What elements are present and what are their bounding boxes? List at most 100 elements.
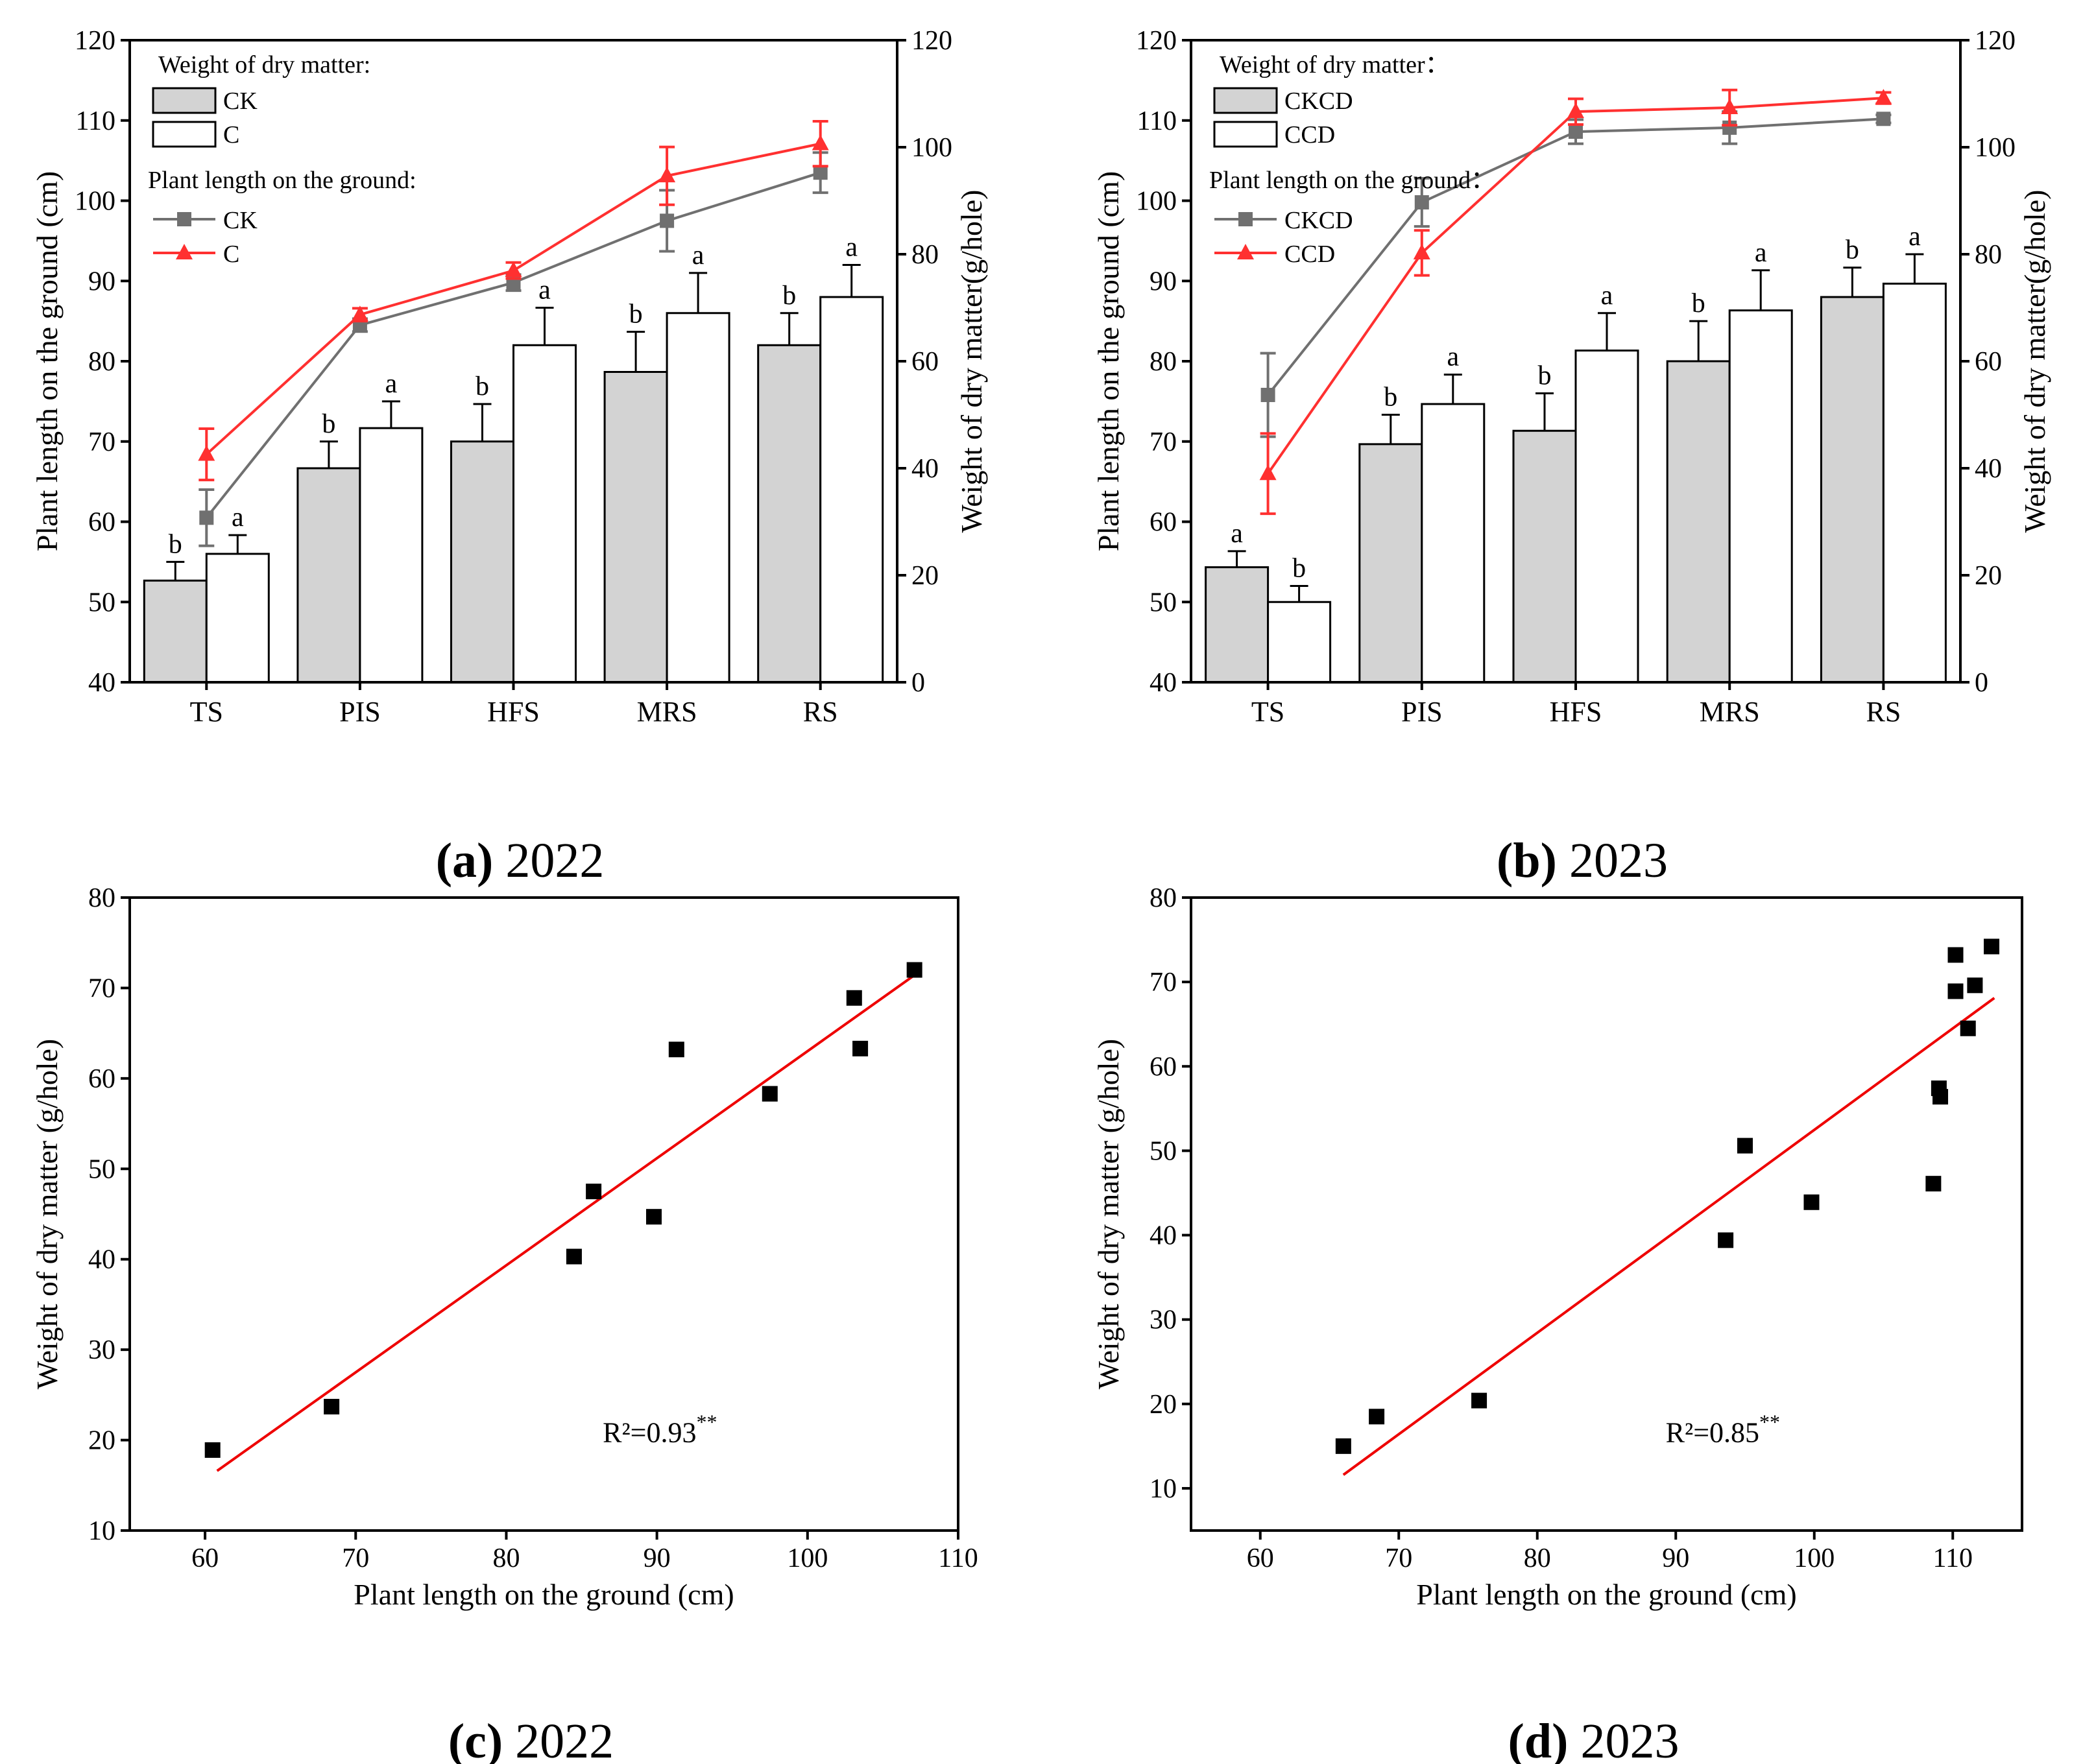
y-axis-title: Weight of dry matter (g/hole): [1092, 1039, 1125, 1389]
category-label: TS: [190, 696, 223, 728]
legend: Weight of dry matter： CKCD CCD Plant length…: [1209, 51, 1495, 268]
legend: Weight of dry matter: CK C Plant length on …: [148, 51, 416, 268]
category-label: RS: [803, 696, 838, 728]
category-label: MRS: [637, 696, 697, 728]
bar-ck: [296, 467, 361, 684]
legend-marker: [177, 212, 191, 226]
caption-year: 2023: [1569, 833, 1668, 888]
y-tick-label-right: 40: [1975, 454, 2002, 484]
plot-frame: [1190, 896, 2023, 1532]
x-tick-label: 60: [191, 1544, 219, 1573]
significance-marker: **: [696, 1410, 717, 1433]
line-point-ccd: [1259, 464, 1277, 481]
bar-c: [512, 344, 577, 684]
y-tick-label: 80: [88, 883, 115, 913]
caption-b: (b) 2023: [1497, 833, 1668, 888]
y-tick-label-right: 120: [1975, 26, 2016, 56]
x-axis-title: Plant length on the ground (cm): [1416, 1578, 1796, 1611]
y-tick-label: 50: [88, 1154, 115, 1184]
x-tick-label: 60: [1247, 1544, 1274, 1573]
line-point-ccd: [1567, 102, 1584, 119]
caption-c: (c) 2022: [448, 1714, 614, 1764]
legend-label-line: CKCD: [1284, 207, 1353, 234]
y-tick-label: 80: [1150, 883, 1177, 913]
scatter-point: [906, 962, 922, 978]
significance-letter: b: [629, 300, 643, 329]
scatter-point: [1718, 1232, 1734, 1248]
caption-a: (a) 2022: [436, 833, 605, 888]
scatter-point: [645, 1209, 662, 1225]
caption-year: 2023: [1580, 1714, 1679, 1764]
significance-letter: a: [538, 276, 551, 305]
y-tick-label-right: 120: [911, 26, 952, 56]
y-tick-label-right: 60: [911, 347, 939, 377]
scatter-point: [1932, 1089, 1949, 1105]
scatter-point: [1967, 977, 1983, 994]
caption-label: (b): [1497, 833, 1557, 888]
legend-swatch-bar: [152, 87, 217, 114]
y-tick-label: 60: [1150, 1052, 1177, 1082]
scatter-point: [1925, 1176, 1942, 1192]
bar-ckcd: [1205, 566, 1270, 684]
y-tick-label: 50: [1150, 1136, 1177, 1166]
caption-year: 2022: [505, 833, 604, 888]
y-tick-label: 40: [1150, 1221, 1177, 1251]
y-tick-label-right: 0: [911, 668, 925, 698]
bar-ck: [603, 371, 668, 684]
y-tick-label: 20: [88, 1426, 115, 1456]
legend-heading-bars: Weight of dry matter:: [158, 51, 370, 78]
chart-c: 60 70 80 90 100 110 10 20 30 40 50 60 70 80 R²=0.93** P…: [30, 883, 978, 1764]
significance-letter: b: [1384, 383, 1397, 412]
scatter-point: [1947, 947, 1964, 963]
x-tick-label: 100: [1794, 1544, 1835, 1573]
scatter-point: [204, 1442, 221, 1458]
y-axis-title-left: Plant length on the ground (cm): [1092, 171, 1125, 551]
y-tick-label: 40: [88, 1245, 115, 1275]
x-tick-label: 80: [492, 1544, 520, 1573]
y-tick-label-left: 40: [88, 668, 115, 698]
line-point-ccd: [1413, 243, 1430, 259]
significance-letter: b: [476, 372, 489, 401]
caption-year-spacer: [1557, 833, 1569, 888]
legend-heading-bars: Weight of dry matter：: [1220, 51, 1450, 78]
bar-ckcd: [1512, 429, 1577, 684]
legend-marker: [1238, 212, 1253, 226]
line-point-c: [351, 305, 368, 322]
bar-ck: [450, 440, 514, 684]
bar-ccd: [1882, 282, 1947, 684]
scatter-point: [566, 1248, 582, 1265]
caption-year-spacer: [1568, 1714, 1580, 1764]
significance-letter: b: [322, 409, 335, 439]
bar-ckcd: [1358, 443, 1423, 684]
y-tick-label: 10: [88, 1516, 115, 1546]
significance-letter: b: [1538, 361, 1552, 391]
caption-label: (d): [1508, 1714, 1569, 1764]
bar-ccd: [1574, 350, 1639, 684]
line-point-c: [658, 167, 676, 183]
y-tick-label: 70: [88, 973, 115, 1003]
regression-line: [1342, 997, 1995, 1476]
r-squared-label: R²=0.85**: [1666, 1410, 1780, 1448]
line-point-ckcd: [1569, 125, 1583, 139]
significance-letter: a: [845, 233, 858, 263]
caption-year: 2022: [515, 1714, 614, 1764]
y-tick-label-left: 120: [75, 26, 115, 56]
legend-label-line: CK: [223, 207, 258, 234]
legend-heading-lines: Plant length on the ground:: [148, 167, 416, 194]
y-tick-label-left: 90: [88, 267, 115, 296]
legend-swatch-bar: [152, 121, 217, 148]
y-tick-label-left: 110: [1137, 106, 1177, 136]
significance-letter: a: [232, 503, 244, 532]
scatter-point: [1335, 1438, 1351, 1454]
x-tick-label: 110: [938, 1544, 978, 1573]
y-tick-label-left: 70: [88, 427, 115, 457]
y-tick-label-left: 100: [1136, 187, 1177, 217]
line-point-ck: [813, 165, 828, 180]
significance-letter: a: [1908, 222, 1921, 252]
line-point-ckcd: [1414, 195, 1429, 209]
y-tick-label-left: 40: [1150, 668, 1177, 698]
legend-marker: [1237, 244, 1254, 259]
scatter-point: [762, 1086, 778, 1102]
y-tick-label-left: 80: [1150, 347, 1177, 377]
